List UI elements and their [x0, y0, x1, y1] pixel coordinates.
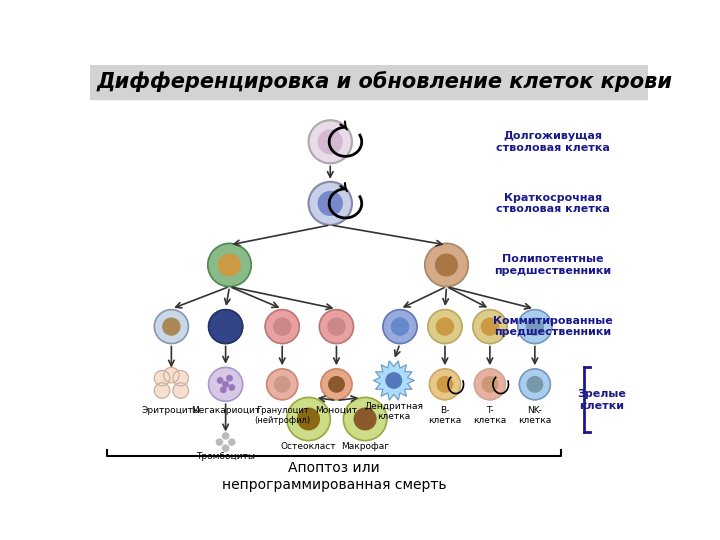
Bar	[90, 65, 648, 99]
Circle shape	[154, 370, 170, 386]
Circle shape	[222, 433, 229, 439]
Text: Коммитированные
предшественники: Коммитированные предшественники	[493, 316, 613, 338]
Circle shape	[383, 309, 417, 343]
Circle shape	[473, 309, 507, 343]
Circle shape	[318, 130, 342, 154]
Circle shape	[154, 309, 189, 343]
Circle shape	[482, 318, 498, 335]
Text: NK-
клетка: NK- клетка	[518, 406, 552, 426]
Text: Эритроциты: Эритроциты	[142, 406, 201, 415]
Circle shape	[309, 120, 352, 164]
Text: Моноцит: Моноцит	[315, 406, 358, 415]
Circle shape	[229, 439, 235, 445]
Circle shape	[518, 309, 552, 343]
Circle shape	[482, 377, 498, 392]
Circle shape	[297, 408, 320, 430]
Circle shape	[209, 309, 243, 343]
Circle shape	[392, 318, 408, 335]
Text: Дифференцировка и обновление клеток крови: Дифференцировка и обновление клеток кров…	[96, 71, 672, 92]
Circle shape	[220, 387, 226, 393]
Circle shape	[173, 383, 189, 398]
Circle shape	[328, 318, 345, 335]
Text: Апоптоз или
непрограммированная смерть: Апоптоз или непрограммированная смерть	[222, 461, 446, 491]
Circle shape	[274, 318, 291, 335]
Text: Тромбоциты: Тромбоциты	[196, 452, 255, 461]
Circle shape	[428, 309, 462, 343]
Circle shape	[474, 369, 505, 400]
Circle shape	[163, 318, 180, 335]
Circle shape	[429, 369, 461, 400]
Text: Мегакариоцит: Мегакариоцит	[191, 406, 260, 415]
Circle shape	[265, 309, 300, 343]
Polygon shape	[374, 361, 414, 400]
Circle shape	[437, 377, 453, 392]
Circle shape	[173, 370, 189, 386]
Text: Краткосрочная
стволовая клетка: Краткосрочная стволовая клетка	[496, 193, 610, 214]
Text: Остеокласт: Остеокласт	[281, 442, 336, 451]
Circle shape	[163, 367, 179, 383]
Text: Полипотентные
предшественники: Полипотентные предшественники	[495, 254, 612, 276]
Circle shape	[436, 318, 454, 335]
Circle shape	[527, 377, 543, 392]
Circle shape	[229, 384, 235, 390]
Circle shape	[227, 375, 233, 381]
Circle shape	[343, 397, 387, 441]
Circle shape	[318, 192, 342, 215]
Circle shape	[320, 309, 354, 343]
Circle shape	[329, 377, 344, 392]
Circle shape	[223, 382, 228, 387]
Circle shape	[266, 369, 297, 400]
Circle shape	[519, 369, 550, 400]
Text: Макрофаг: Макрофаг	[341, 442, 390, 451]
Circle shape	[208, 244, 251, 287]
Text: Дендритная
клетка: Дендритная клетка	[364, 402, 423, 421]
Text: B-
клетка: B- клетка	[428, 406, 462, 426]
Circle shape	[219, 254, 240, 276]
Text: T-
клетка: T- клетка	[473, 406, 507, 426]
Circle shape	[386, 373, 402, 388]
Circle shape	[216, 439, 222, 445]
Circle shape	[274, 377, 290, 392]
Circle shape	[217, 378, 223, 383]
Circle shape	[526, 318, 544, 335]
Circle shape	[354, 408, 376, 430]
Circle shape	[154, 383, 170, 398]
Circle shape	[436, 254, 457, 276]
Text: Долгоживущая
стволовая клетка: Долгоживущая стволовая клетка	[496, 131, 610, 153]
Circle shape	[321, 369, 352, 400]
Text: Зрелые
клетки: Зрелые клетки	[577, 389, 626, 410]
Circle shape	[222, 445, 229, 451]
Circle shape	[425, 244, 468, 287]
Text: Гранулоцит
(нейтрофил): Гранулоцит (нейтрофил)	[254, 406, 310, 426]
Circle shape	[209, 367, 243, 401]
Circle shape	[287, 397, 330, 441]
Circle shape	[309, 182, 352, 225]
